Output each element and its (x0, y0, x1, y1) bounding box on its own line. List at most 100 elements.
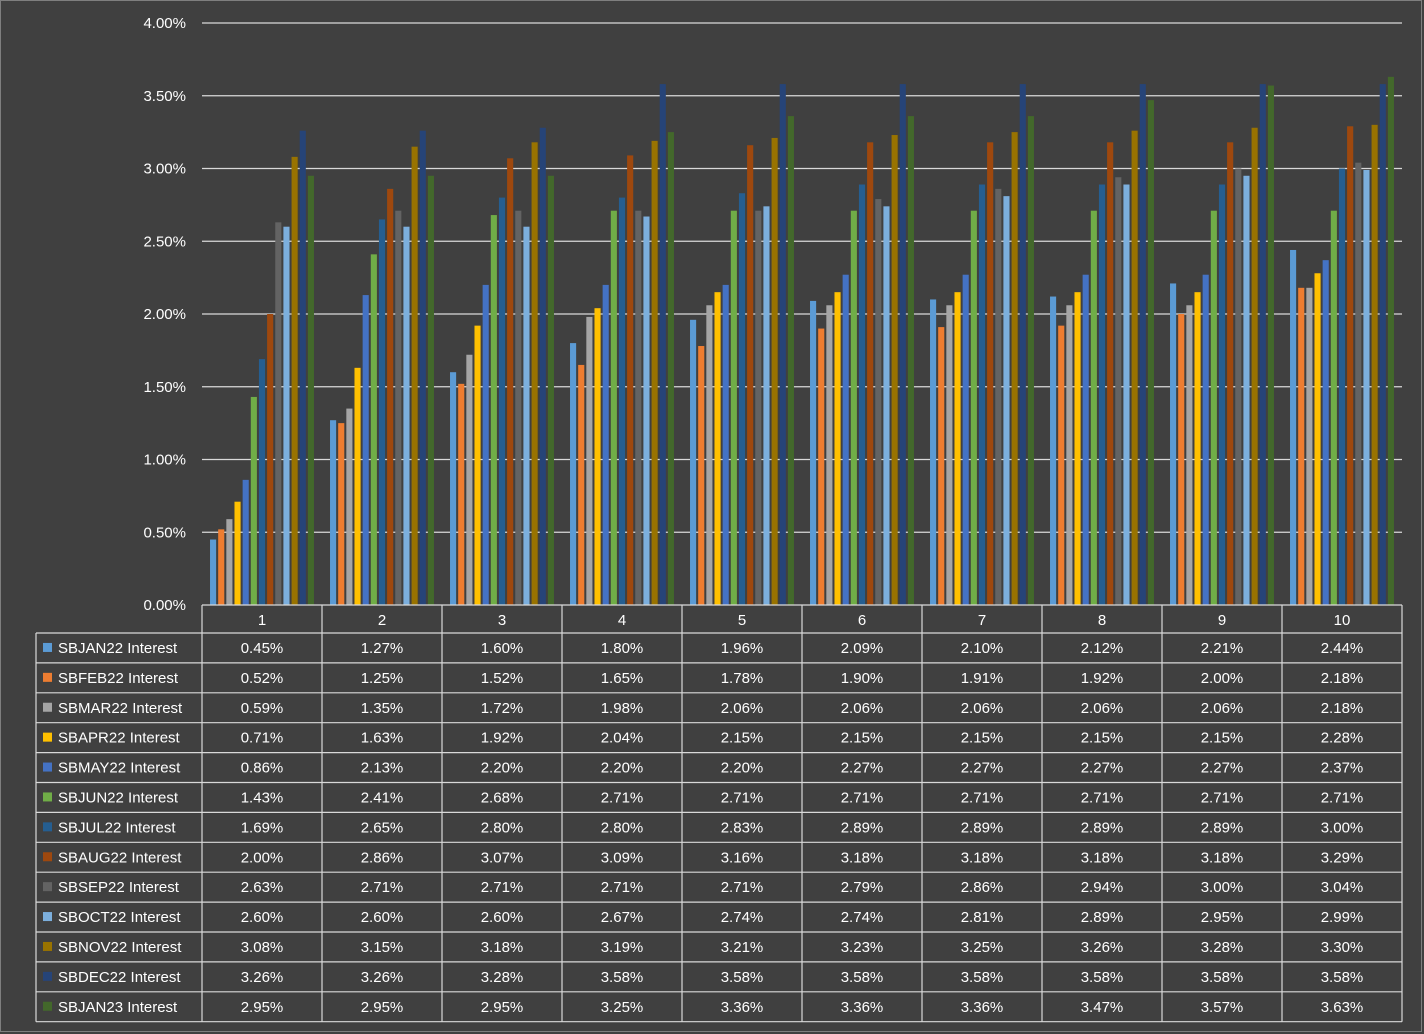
bar (395, 210, 402, 605)
legend-key (43, 642, 52, 652)
bar (818, 328, 825, 605)
series-label: SBNOV22 Interest (58, 939, 182, 956)
legend-key (43, 762, 52, 772)
bar (690, 319, 697, 605)
table-cell: 3.00% (1201, 879, 1244, 896)
bar (1050, 296, 1057, 605)
bar (1170, 283, 1177, 605)
x-category-label: 4 (618, 612, 626, 629)
bar (858, 184, 866, 605)
y-tick-label: 1.50% (143, 379, 186, 396)
table-cell: 1.60% (481, 640, 524, 657)
table-cell: 2.00% (241, 849, 284, 866)
bar (283, 226, 290, 605)
bar (1363, 169, 1370, 605)
x-category-label: 3 (498, 612, 506, 629)
table-cell: 2.81% (961, 909, 1004, 926)
bar (1090, 210, 1097, 605)
bar (938, 327, 945, 605)
table-cell: 2.28% (1321, 730, 1364, 747)
table-cell: 3.30% (1321, 939, 1364, 956)
table-cell: 0.71% (241, 730, 284, 747)
table-cell: 2.00% (1201, 670, 1244, 687)
table-cell: 2.71% (721, 879, 764, 896)
series-label: SBAPR22 Interest (58, 730, 181, 747)
table-cell: 3.25% (961, 939, 1004, 956)
bar (651, 140, 658, 606)
bar (930, 299, 937, 605)
bar (490, 215, 497, 605)
legend-key (43, 1001, 52, 1011)
table-cell: 2.15% (841, 730, 884, 747)
bar (419, 130, 426, 606)
bar (258, 359, 266, 605)
table-cell: 3.58% (961, 969, 1004, 986)
bar (523, 226, 530, 605)
bar (875, 199, 882, 605)
bar (706, 305, 713, 605)
table-cell: 2.68% (481, 789, 524, 806)
table-cell: 2.20% (481, 760, 524, 777)
table-cell: 2.74% (721, 909, 764, 926)
table-cell: 2.94% (1081, 879, 1124, 896)
bar (378, 219, 386, 606)
bar (1147, 100, 1154, 606)
series-label: SBFEB22 Interest (58, 670, 179, 687)
y-tick-label: 0.50% (143, 524, 186, 541)
table-cell: 3.18% (481, 939, 524, 956)
table-cell: 2.41% (361, 789, 404, 806)
table-cell: 2.86% (361, 849, 404, 866)
bar (962, 274, 969, 605)
bar (1074, 292, 1081, 605)
table-cell: 1.52% (481, 670, 524, 687)
bar (763, 206, 770, 605)
series-label: SBMAR22 Interest (58, 700, 183, 717)
table-cell: 1.91% (961, 670, 1004, 687)
table-cell: 2.80% (481, 819, 524, 836)
table-cell: 2.37% (1321, 760, 1364, 777)
bar (307, 175, 314, 605)
bar (659, 84, 666, 606)
bar (730, 210, 737, 605)
legend-key (43, 672, 52, 682)
bar (299, 130, 306, 606)
table-cell: 2.89% (961, 819, 1004, 836)
bar (1123, 184, 1130, 605)
bar (1306, 287, 1313, 605)
table-cell: 2.15% (1201, 730, 1244, 747)
bar (354, 367, 361, 605)
series-label: SBMAY22 Interest (58, 760, 181, 777)
bar (1379, 84, 1386, 606)
table-cell: 1.63% (361, 730, 404, 747)
bar (1107, 142, 1114, 605)
bar (242, 479, 249, 605)
bar (450, 372, 457, 605)
table-cell: 2.89% (841, 819, 884, 836)
table-cell: 3.36% (961, 999, 1004, 1016)
table-cell: 2.09% (841, 640, 884, 657)
bar (338, 423, 345, 605)
table-cell: 3.25% (601, 999, 644, 1016)
table-cell: 2.18% (1321, 700, 1364, 717)
bar (498, 197, 506, 605)
bar (1027, 116, 1034, 606)
bar (867, 142, 874, 605)
bar (810, 300, 817, 605)
table-cell: 3.57% (1201, 999, 1244, 1016)
bar (1066, 305, 1073, 605)
bar (250, 396, 257, 605)
table-cell: 2.71% (1081, 789, 1124, 806)
bar (411, 146, 418, 606)
table-cell: 3.26% (361, 969, 404, 986)
table-cell: 3.58% (841, 969, 884, 986)
y-tick-label: 2.50% (143, 233, 186, 250)
bar (1251, 127, 1258, 605)
series-label: SBSEP22 Interest (58, 879, 180, 896)
bar (787, 116, 794, 606)
table-cell: 2.65% (361, 819, 404, 836)
table-cell: 2.71% (601, 879, 644, 896)
table-cell: 3.36% (841, 999, 884, 1016)
series-label: SBJAN23 Interest (58, 999, 178, 1016)
table-cell: 2.06% (1201, 700, 1244, 717)
table-cell: 3.18% (961, 849, 1004, 866)
